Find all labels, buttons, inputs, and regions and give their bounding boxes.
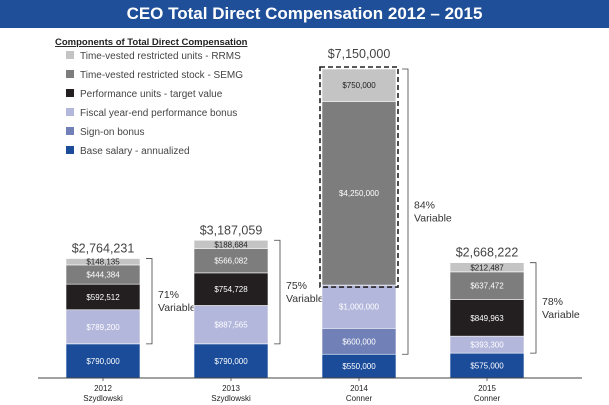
x-tick-name: Conner <box>474 394 501 403</box>
variable-percent: 84% <box>414 200 435 212</box>
variable-label: Variable <box>414 213 452 225</box>
variable-label: Variable <box>286 293 324 305</box>
legend-swatch <box>66 89 74 97</box>
x-tick-year: 2012 <box>94 384 112 393</box>
bar-segment <box>65 283 141 311</box>
segment-value-label: $887,565 <box>214 321 248 330</box>
bar-segment <box>65 258 141 266</box>
chart-title: CEO Total Direct Compensation 2012 – 201… <box>0 0 609 28</box>
bar-total-label: $2,668,222 <box>456 246 519 260</box>
segment-value-label: $790,000 <box>86 357 120 366</box>
legend-item: Fiscal year-end performance bonus <box>80 108 237 119</box>
variable-bracket <box>146 258 153 345</box>
variable-label: Variable <box>158 302 196 314</box>
legend-swatch <box>66 108 74 116</box>
segment-value-label: $148,135 <box>86 258 120 267</box>
bar-total-label: $7,150,000 <box>328 47 391 61</box>
variable-percent: 78% <box>542 296 563 308</box>
segment-value-label: $637,472 <box>470 282 504 291</box>
legend-item: Base salary - annualized <box>80 146 190 157</box>
bar-segment <box>65 343 141 379</box>
segment-value-label: $849,963 <box>470 314 504 323</box>
variable-bracket <box>530 262 537 354</box>
segment-value-label: $393,300 <box>470 341 504 350</box>
legend-item: Sign-on bonus <box>80 127 145 138</box>
bar-segment <box>321 284 397 329</box>
segment-value-label: $789,200 <box>86 323 120 332</box>
bar-segment <box>321 68 397 102</box>
legend-swatch <box>66 127 74 135</box>
x-tick-year: 2013 <box>222 384 240 393</box>
legend-swatch <box>66 146 74 154</box>
x-tick-year: 2014 <box>350 384 368 393</box>
legend-swatch <box>66 70 74 78</box>
segment-value-label: $550,000 <box>342 362 376 371</box>
bar-segment <box>449 262 525 273</box>
x-tick-name: Conner <box>346 394 373 403</box>
bar-segment <box>193 239 269 249</box>
segment-value-label: $188,684 <box>214 240 248 249</box>
segment-value-label: $4,250,000 <box>339 189 380 198</box>
segment-value-label: $212,487 <box>470 263 504 272</box>
bar-segment <box>449 299 525 337</box>
bar-segment <box>449 271 525 300</box>
x-tick-name: Szydlowski <box>83 394 123 403</box>
variable-bracket <box>402 68 409 355</box>
segment-value-label: $566,082 <box>214 257 248 266</box>
bar-segment <box>193 305 269 345</box>
bars: $790,000 $789,200 $592,512 $444,384 $148,135… <box>65 47 580 379</box>
segment-value-label: $790,000 <box>214 357 248 366</box>
highlight-box <box>319 66 399 288</box>
legend-item: Time-vested restricted units - RRMS <box>80 51 241 62</box>
segment-value-label: $754,728 <box>214 285 248 294</box>
legend-swatch <box>66 51 74 59</box>
bar-segment <box>321 328 397 355</box>
bar-segment <box>65 309 141 345</box>
variable-percent: 75% <box>286 280 307 292</box>
x-tick-year: 2015 <box>478 384 496 393</box>
segment-value-label: $575,000 <box>470 362 504 371</box>
bar-total-label: $3,187,059 <box>200 223 263 237</box>
segment-value-label: $592,512 <box>86 293 120 302</box>
bar-total-label: $2,764,231 <box>72 242 135 256</box>
segment-value-label: $444,384 <box>86 271 120 280</box>
segment-value-label: $750,000 <box>342 81 376 90</box>
x-axis-labels: 2012Szydlowski2013Szydlowski2014Conner20… <box>83 378 500 403</box>
bar-segment <box>321 101 397 286</box>
bar-segment <box>193 343 269 379</box>
segment-value-label: $600,000 <box>342 337 376 346</box>
legend-item: Performance units - target value <box>80 89 223 100</box>
segment-value-label: $1,000,000 <box>339 303 380 312</box>
legend: Time-vested restricted units - RRMS Time-… <box>66 51 243 157</box>
variable-label: Variable <box>542 309 580 321</box>
bar-segment <box>193 248 269 274</box>
variable-bracket <box>274 239 281 345</box>
bar-segment <box>193 272 269 306</box>
bar-segment <box>449 352 525 379</box>
legend-item: Time-vested restricted stock - SEMG <box>80 70 243 81</box>
legend-title: Components of Total Direct Compensation <box>55 37 248 48</box>
variable-percent: 71% <box>158 289 179 301</box>
x-tick-name: Szydlowski <box>211 394 251 403</box>
